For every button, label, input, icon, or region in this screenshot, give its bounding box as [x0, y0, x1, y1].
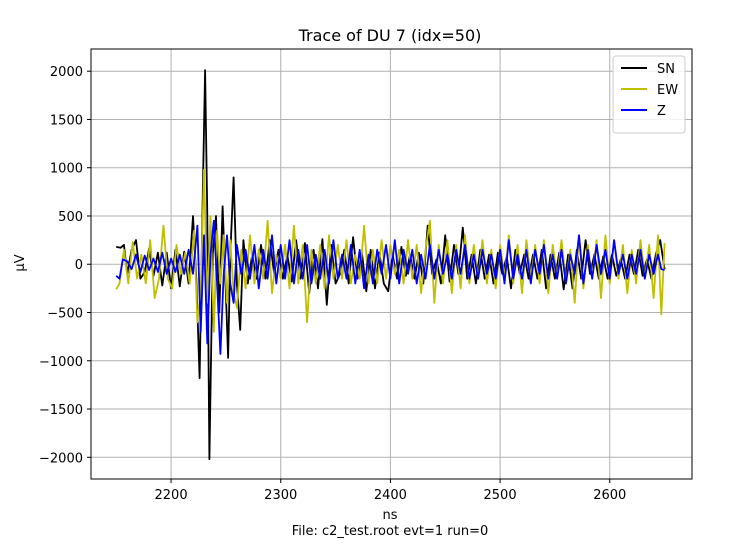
y-tick-label: −1000 — [39, 355, 83, 370]
file-caption: File: c2_test.root evt=1 run=0 — [292, 524, 489, 539]
y-tick-label: −1500 — [39, 403, 83, 418]
x-axis-label: ns — [382, 508, 397, 523]
y-tick-label: 1500 — [50, 113, 83, 128]
x-tick-label: 2200 — [155, 488, 188, 503]
legend-label-sn: SN — [657, 62, 675, 77]
x-tick-label: 2400 — [374, 488, 407, 503]
y-tick-label: −2000 — [39, 451, 83, 466]
y-axis-label: μV — [13, 254, 28, 271]
legend: SN EW Z — [612, 55, 686, 134]
chart-title: Trace of DU 7 (idx=50) — [298, 26, 482, 45]
legend-box — [612, 55, 686, 134]
x-tick-label: 2600 — [593, 488, 626, 503]
legend-label-ew: EW — [657, 83, 678, 98]
legend-label-z: Z — [657, 104, 666, 119]
y-tick-label: 1000 — [50, 162, 83, 177]
y-tick-label: 0 — [75, 258, 83, 273]
x-tick-label: 2500 — [484, 488, 517, 503]
x-tick-label: 2300 — [264, 488, 297, 503]
y-tick-label: 2000 — [50, 65, 83, 80]
y-tick-label: 500 — [58, 210, 83, 225]
axis-ticks: 2200 2300 2400 2500 2600 −2000 −1500 −1000 −500 0… — [39, 65, 626, 503]
y-tick-label: −500 — [47, 307, 83, 322]
series-lines — [115, 69, 666, 461]
series-line-z — [115, 219, 665, 355]
